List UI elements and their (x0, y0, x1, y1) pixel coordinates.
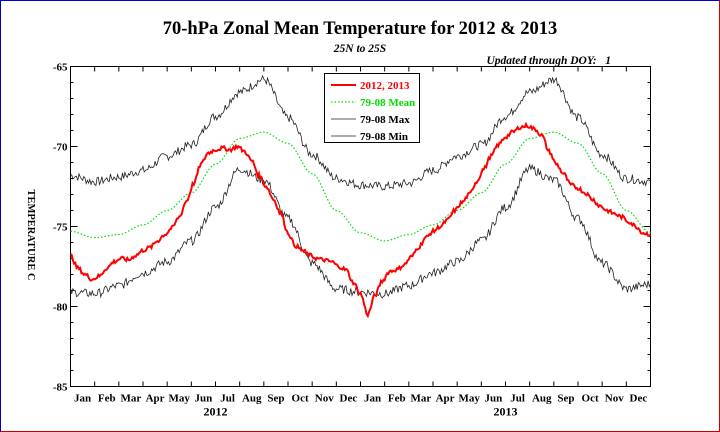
x-year-label: 2012 (204, 405, 228, 419)
x-month-label: Oct (582, 393, 599, 405)
x-month-label: Aug (532, 393, 552, 405)
x-month-label: Sep (557, 393, 574, 405)
x-month-label: Jan (364, 393, 381, 405)
chart-title: 70-hPa Zonal Mean Temperature for 2012 &… (163, 19, 557, 39)
x-month-label: Feb (98, 393, 116, 405)
chart-subtitle: 25N to 25S (333, 43, 386, 55)
x-month-label: Apr (146, 393, 165, 405)
x-month-label: Dec (630, 393, 648, 405)
x-month-label: Jul (220, 393, 235, 405)
y-tick-label: -65 (53, 62, 68, 74)
legend-label-2: 79-08 Max (360, 114, 410, 126)
x-month-label: Nov (605, 393, 624, 405)
series-line-2 (70, 74, 651, 191)
x-month-label: Feb (388, 393, 406, 405)
x-month-label: Oct (292, 393, 309, 405)
x-month-label: Jun (195, 393, 213, 405)
y-axis: -85 -80 -75 -70 -65 (53, 62, 651, 394)
legend-label-1: 79-08 Mean (360, 97, 415, 109)
legend-label-0: 2012, 2013 (360, 80, 410, 92)
x-month-label: Jun (485, 393, 503, 405)
legend: 2012, 2013 79-08 Mean 79-08 Max 79-08 Min (324, 73, 420, 143)
series-line-3 (70, 163, 651, 299)
legend-label-3: 79-08 Min (360, 131, 408, 143)
y-tick-label: -70 (53, 142, 68, 154)
y-tick-label: -80 (53, 302, 68, 314)
x-month-label: Dec (340, 393, 358, 405)
updated-through-label: Updated through DOY: 1 (487, 55, 612, 67)
x-month-label: Jul (510, 393, 525, 405)
x-month-label: Nov (315, 393, 334, 405)
series-layer (69, 74, 652, 319)
x-month-label: Apr (436, 393, 455, 405)
series-line-0 (69, 121, 652, 319)
x-year-label: 2013 (494, 405, 518, 419)
x-month-label: Sep (267, 393, 284, 405)
y-axis-label: TEMPERATURE C (25, 189, 36, 280)
x-month-label: Jan (74, 393, 91, 405)
x-axis: Jan Feb Mar Apr May Jun Jul Aug Sep Oct Nov Dec Jan F… (70, 66, 651, 419)
x-month-label: May (459, 393, 481, 405)
x-month-label: Mar (121, 393, 142, 405)
x-month-label: Mar (411, 393, 432, 405)
y-tick-label: -85 (53, 382, 68, 394)
y-tick-label: -75 (53, 222, 68, 234)
x-month-label: Aug (242, 393, 262, 405)
x-month-label: May (169, 393, 191, 405)
